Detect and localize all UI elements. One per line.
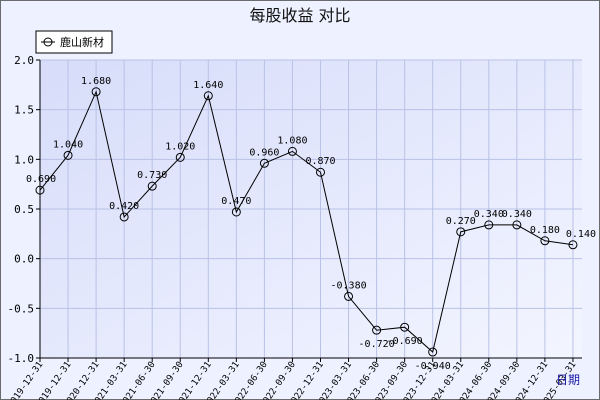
data-label: 1.040 [53, 139, 83, 150]
x-tick-label: 2019-12-31 [6, 360, 45, 400]
data-label: 0.140 [566, 229, 596, 240]
y-tick-label: 0.0 [14, 253, 34, 266]
legend-marker-icon [43, 37, 53, 47]
y-tick-label: -0.5 [8, 302, 35, 315]
data-point [35, 185, 45, 195]
data-point [91, 87, 101, 97]
data-point [147, 181, 157, 191]
data-point [259, 158, 269, 168]
legend: 鹿山新材 [35, 30, 113, 54]
data-point [428, 347, 438, 357]
y-tick-label: 2.0 [14, 54, 34, 67]
data-label: 0.180 [530, 225, 560, 236]
data-label: 0.270 [446, 216, 476, 227]
data-point [63, 150, 73, 160]
data-label: 0.690 [26, 174, 56, 185]
data-point [456, 227, 466, 237]
data-point [316, 167, 325, 177]
data-point [484, 220, 494, 230]
chart-title: 每股收益 对比 [249, 6, 350, 25]
y-tick-label: 1.0 [14, 153, 34, 166]
series-line [39, 90, 574, 353]
data-label: 0.470 [221, 196, 251, 207]
data-label: -0.380 [330, 280, 366, 291]
data-label: 0.420 [109, 201, 139, 212]
data-label: 0.870 [305, 156, 335, 167]
x-axis-caption: 日期 [556, 373, 580, 387]
axes: 2.0 1.5 1.0 0.5 0.0 -0.5 -1.0 [8, 54, 582, 365]
x-tick-labels: 2019-12-312019-12-312020-12-312021-03-31… [6, 360, 578, 400]
data-point [119, 212, 129, 222]
data-point [540, 236, 550, 246]
data-point [175, 152, 185, 162]
data-point [203, 91, 213, 101]
legend-entry: 鹿山新材 [60, 35, 104, 49]
data-label: -0.690 [387, 336, 423, 347]
y-tick-label: 1.5 [14, 104, 34, 117]
data-label: 1.680 [81, 76, 111, 87]
data-point [287, 146, 297, 156]
data-point [231, 207, 241, 217]
series-eps [35, 87, 578, 357]
data-label: 0.730 [137, 170, 167, 181]
data-point [372, 325, 382, 335]
data-point [344, 291, 354, 301]
data-labels: 0.690 1.040 1.680 0.420 0.730 1.020 1.640 0.470… [26, 76, 596, 372]
data-label: 1.080 [277, 135, 307, 146]
data-label: 1.020 [165, 141, 195, 152]
y-tick-label: -1.0 [8, 352, 35, 365]
data-label: -0.720 [359, 339, 395, 350]
data-label: 0.340 [474, 209, 504, 220]
data-point [400, 322, 410, 332]
y-tick-label: 0.5 [14, 203, 34, 216]
data-label: 0.960 [249, 147, 279, 158]
data-point [512, 220, 522, 230]
data-label: 1.640 [193, 80, 223, 91]
legend-box [35, 30, 113, 54]
data-label: 0.340 [502, 209, 532, 220]
data-label: -0.940 [415, 361, 451, 372]
data-point [568, 240, 578, 250]
